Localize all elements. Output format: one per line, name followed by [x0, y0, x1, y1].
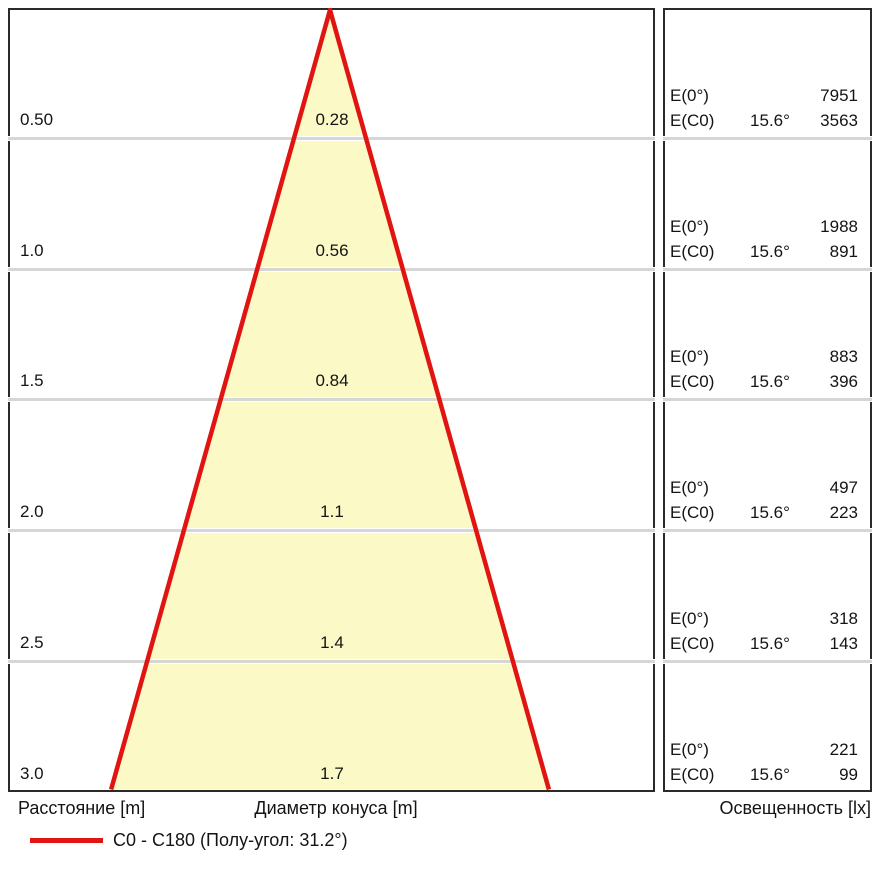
e0-label: E(0°) [670, 609, 709, 629]
ec0-label: E(C0) [670, 241, 715, 261]
distance-label: 2.0 [20, 502, 44, 522]
beam-angle-value: 15.6° [750, 503, 790, 523]
e0-value: 318 [829, 609, 858, 629]
illuminance-panel: E(0°) 7951 E(C0) 15.6° 3563 E(0°) 1988 E(C0) 15.… [663, 8, 872, 792]
row-divider [663, 135, 872, 141]
ec0-line: E(C0) 15.6° 396 [670, 369, 858, 394]
illuminance-row: E(0°) 497 E(C0) 15.6° 223 [663, 402, 872, 529]
illuminance-row: E(0°) 221 E(C0) 15.6° 99 [663, 664, 872, 792]
e0-label: E(0°) [670, 216, 709, 236]
distance-label: 1.0 [20, 240, 44, 260]
cone-diameter-axis-label: Диаметр конуса [m] [254, 798, 418, 818]
beam-angle-value: 15.6° [750, 110, 790, 130]
cone-row: 2.5 1.4 [8, 533, 655, 660]
cone-diameter-label: 0.28 [315, 109, 349, 129]
distance-label: 1.5 [20, 371, 44, 391]
cone-diameter-label: 1.1 [320, 502, 344, 522]
row-divider [663, 528, 872, 534]
ec0-line: E(C0) 15.6° 143 [670, 631, 858, 656]
e0-angle-spacer [732, 606, 808, 631]
ec0-value: 891 [829, 241, 858, 261]
e0-value: 883 [829, 347, 858, 367]
distance-rows: 0.50 0.28 1.0 0.56 1.5 0.84 2.0 1.1 2.5 1.4 3.0 1.7 [8, 8, 655, 792]
illuminance-row: E(0°) 7951 E(C0) 15.6° 3563 [663, 8, 872, 136]
distance-label: 3.0 [20, 763, 44, 783]
e0-line: E(0°) 7951 [670, 83, 858, 108]
ec0-value: 3563 [820, 110, 858, 130]
legend-red-line-swatch [30, 838, 103, 843]
cone-row: 1.5 0.84 [8, 271, 655, 398]
legend-label: C0 - C180 (Полу-угол: 31.2°) [113, 830, 348, 850]
e0-value: 221 [829, 739, 858, 759]
ec0-line: E(C0) 15.6° 3563 [670, 108, 858, 133]
illuminance-values: E(0°) 318 E(C0) 15.6° 143 [670, 606, 858, 656]
row-divider [663, 397, 872, 403]
distance-axis-label: Расстояние [m] [18, 798, 146, 818]
ec0-line: E(C0) 15.6° 99 [670, 762, 858, 787]
beam-angle-value: 15.6° [750, 241, 790, 261]
e0-label: E(0°) [670, 739, 709, 759]
ec0-value: 143 [829, 634, 858, 654]
cone-row: 2.0 1.1 [8, 402, 655, 529]
e0-angle-spacer [732, 737, 808, 762]
e0-label: E(0°) [670, 347, 709, 367]
ec0-value: 396 [829, 372, 858, 392]
e0-label: E(0°) [670, 85, 709, 105]
e0-value: 7951 [820, 85, 858, 105]
cone-diameter-label: 1.4 [320, 633, 344, 653]
e0-angle-spacer [732, 475, 808, 500]
illuminance-values: E(0°) 221 E(C0) 15.6° 99 [670, 737, 858, 787]
legend: C0 - C180 (Полу-угол: 31.2°) [30, 830, 348, 851]
cone-diameter-label: 0.56 [315, 240, 349, 260]
cone-row: 0.50 0.28 [8, 8, 655, 136]
illuminance-values: E(0°) 497 E(C0) 15.6° 223 [670, 475, 858, 525]
e0-angle-spacer [732, 214, 808, 239]
beam-angle-value: 15.6° [750, 372, 790, 392]
ec0-value: 223 [829, 503, 858, 523]
illuminance-values: E(0°) 1988 E(C0) 15.6° 891 [670, 214, 858, 264]
ec0-line: E(C0) 15.6° 891 [670, 239, 858, 264]
ec0-label: E(C0) [670, 764, 715, 784]
illuminance-values: E(0°) 883 E(C0) 15.6° 396 [670, 344, 858, 394]
illuminance-row: E(0°) 883 E(C0) 15.6° 396 [663, 271, 872, 398]
row-divider [663, 266, 872, 272]
beam-angle-value: 15.6° [750, 634, 790, 654]
ec0-label: E(C0) [670, 634, 715, 654]
e0-line: E(0°) 221 [670, 737, 858, 762]
e0-angle-spacer [732, 344, 808, 369]
e0-label: E(0°) [670, 478, 709, 498]
distance-label: 0.50 [20, 109, 54, 129]
illuminance-axis-label: Освещенность [lx] [719, 798, 871, 818]
ec0-line: E(C0) 15.6° 223 [670, 500, 858, 525]
e0-line: E(0°) 497 [670, 475, 858, 500]
cone-row: 3.0 1.7 [8, 664, 655, 792]
ec0-label: E(C0) [670, 110, 715, 130]
ec0-label: E(C0) [670, 503, 715, 523]
e0-line: E(0°) 318 [670, 606, 858, 631]
e0-value: 497 [829, 478, 858, 498]
ec0-label: E(C0) [670, 372, 715, 392]
illuminance-values: E(0°) 7951 E(C0) 15.6° 3563 [670, 83, 858, 133]
e0-value: 1988 [820, 216, 858, 236]
e0-line: E(0°) 883 [670, 344, 858, 369]
ec0-value: 99 [839, 764, 858, 784]
distance-label: 2.5 [20, 633, 44, 653]
row-divider [663, 659, 872, 665]
illuminance-row: E(0°) 1988 E(C0) 15.6° 891 [663, 140, 872, 267]
e0-angle-spacer [732, 83, 808, 108]
e0-line: E(0°) 1988 [670, 214, 858, 239]
beam-angle-value: 15.6° [750, 764, 790, 784]
illuminance-row: E(0°) 318 E(C0) 15.6° 143 [663, 533, 872, 660]
cone-row: 1.0 0.56 [8, 140, 655, 267]
cone-panel: 0.50 0.28 1.0 0.56 1.5 0.84 2.0 1.1 2.5 1.4 3.0 1.7 [8, 8, 655, 792]
cone-diameter-label: 1.7 [320, 763, 344, 783]
cone-diameter-label: 0.84 [315, 371, 349, 391]
